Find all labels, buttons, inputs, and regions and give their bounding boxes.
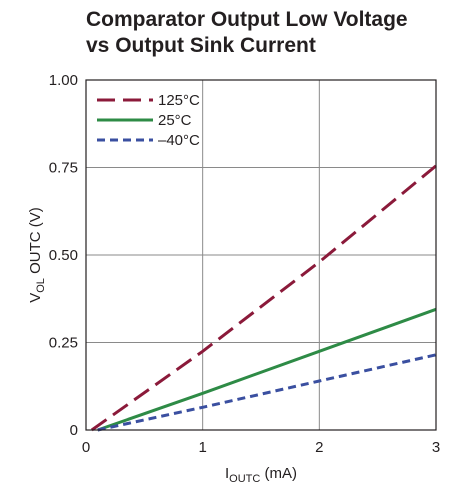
y-tick-label-2: 0.50 bbox=[49, 247, 78, 264]
y-axis-label-sub: OL bbox=[35, 278, 47, 293]
y-tick-label-0: 0 bbox=[70, 422, 78, 439]
x-tick-label-0: 0 bbox=[82, 439, 90, 456]
x-tick-label-3: 3 bbox=[432, 439, 440, 456]
series-lines bbox=[90, 164, 437, 432]
y-tick-label-4: 1.00 bbox=[49, 72, 78, 89]
legend: 125°C 25°C –40°C bbox=[97, 92, 200, 149]
y-axis-label-main: V bbox=[27, 293, 44, 303]
series-line-2 bbox=[97, 353, 437, 432]
x-tick-label-2: 2 bbox=[315, 439, 323, 456]
y-tick-label-3: 0.75 bbox=[49, 160, 78, 177]
legend-label-2: –40°C bbox=[158, 132, 200, 149]
series-line-1 bbox=[97, 307, 437, 432]
grid bbox=[86, 80, 436, 430]
x-axis-label-main: I bbox=[225, 465, 229, 482]
x-axis-label-suffix: (mA) bbox=[260, 465, 297, 482]
tick-labels: 0 1 2 3 0 0.25 0.50 0.75 1.00 bbox=[49, 72, 440, 456]
legend-label-0: 125°C bbox=[158, 92, 200, 109]
legend-label-1: 25°C bbox=[158, 112, 192, 129]
y-axis-label-suffix: OUTC (V) bbox=[27, 207, 44, 278]
x-axis-label-sub: OUTC bbox=[229, 473, 260, 485]
series-line-0 bbox=[90, 164, 437, 432]
plot-frame bbox=[85, 79, 437, 431]
y-tick-label-1: 0.25 bbox=[49, 335, 78, 352]
chart-title-line-2: vs Output Sink Current bbox=[86, 34, 316, 57]
chart-title-line-1: Comparator Output Low Voltage bbox=[86, 8, 408, 31]
x-tick-label-1: 1 bbox=[198, 439, 206, 456]
x-axis-label: IOUTC (mA) bbox=[225, 465, 297, 485]
y-axis-label: VOL OUTC (V) bbox=[27, 207, 47, 303]
